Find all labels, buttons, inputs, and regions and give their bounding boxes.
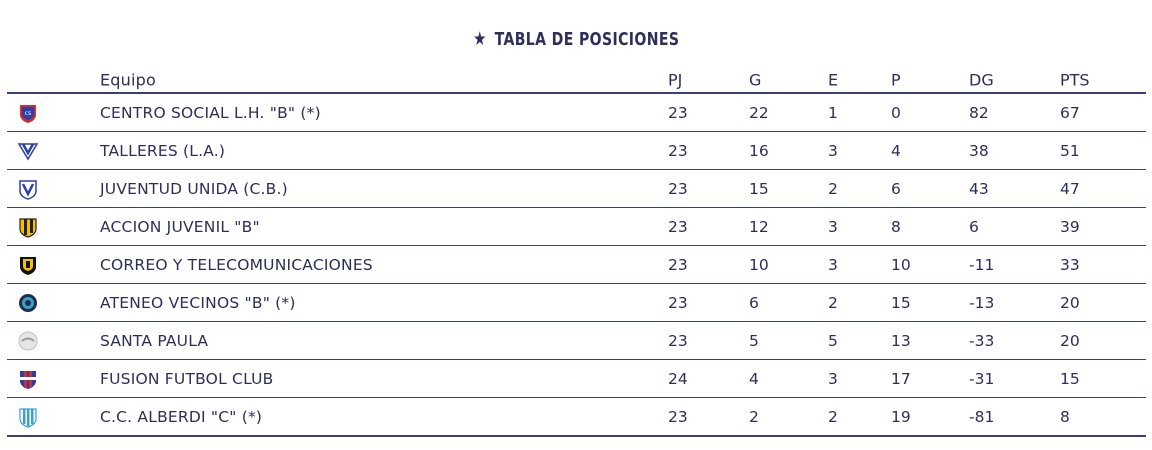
goal-difference: -13 bbox=[969, 293, 995, 312]
drawn: 3 bbox=[828, 217, 838, 236]
team-name: ACCION JUVENIL "B" bbox=[100, 217, 260, 236]
table-row[interactable]: C.C. ALBERDI "C" (*) 23 2 2 19 -81 8 bbox=[7, 398, 1146, 437]
table-row[interactable]: FUSION FUTBOL CLUB 24 4 3 17 -31 15 bbox=[7, 360, 1146, 398]
won: 5 bbox=[749, 331, 759, 350]
column-header-e: E bbox=[828, 70, 839, 90]
played: 23 bbox=[668, 331, 688, 350]
played: 23 bbox=[668, 103, 688, 122]
column-header-dg: DG bbox=[969, 70, 994, 90]
played: 23 bbox=[668, 179, 688, 198]
won: 16 bbox=[749, 141, 769, 160]
played: 23 bbox=[668, 293, 688, 312]
points: 20 bbox=[1060, 331, 1080, 350]
team-name: TALLERES (L.A.) bbox=[100, 141, 226, 160]
lost: 13 bbox=[891, 331, 911, 350]
lost: 6 bbox=[891, 179, 901, 198]
points: 67 bbox=[1060, 103, 1080, 122]
column-header-pj: PJ bbox=[668, 70, 683, 90]
alberdi-crest-icon bbox=[17, 406, 39, 428]
title-bar: ★ TABLA DE POSICIONES bbox=[0, 28, 1152, 50]
drawn: 1 bbox=[828, 103, 838, 122]
standings-table: Equipo PJ G E P DG PTS cs CENTRO SOCIAL … bbox=[7, 68, 1146, 437]
won: 4 bbox=[749, 369, 759, 388]
won: 12 bbox=[749, 217, 769, 236]
team-name: SANTA PAULA bbox=[100, 331, 209, 350]
lost: 0 bbox=[891, 103, 901, 122]
played: 23 bbox=[668, 255, 688, 274]
points: 51 bbox=[1060, 141, 1080, 160]
goal-difference: 82 bbox=[969, 103, 989, 122]
lost: 17 bbox=[891, 369, 911, 388]
drawn: 2 bbox=[828, 407, 838, 426]
drawn: 3 bbox=[828, 369, 838, 388]
juventud-unida-crest-icon bbox=[17, 178, 39, 200]
team-name: CORREO Y TELECOMUNICACIONES bbox=[100, 255, 373, 274]
team-name: C.C. ALBERDI "C" (*) bbox=[100, 407, 263, 426]
table-row[interactable]: ATENEO VECINOS "B" (*) 23 6 2 15 -13 20 bbox=[7, 284, 1146, 322]
team-name: CENTRO SOCIAL L.H. "B" (*) bbox=[100, 103, 321, 122]
table-row[interactable]: CORREO Y TELECOMUNICACIONES 23 10 3 10 -… bbox=[7, 246, 1146, 284]
table-row[interactable]: TALLERES (L.A.) 23 16 3 4 38 51 bbox=[7, 132, 1146, 170]
team-name: FUSION FUTBOL CLUB bbox=[100, 369, 274, 388]
played: 23 bbox=[668, 407, 688, 426]
page-title-text: TABLA DE POSICIONES bbox=[494, 28, 680, 50]
points: 39 bbox=[1060, 217, 1080, 236]
points: 15 bbox=[1060, 369, 1080, 388]
goal-difference: -11 bbox=[969, 255, 995, 274]
santa-paula-crest-icon bbox=[17, 330, 39, 352]
centro-social-crest-icon: cs bbox=[17, 102, 39, 124]
won: 10 bbox=[749, 255, 769, 274]
drawn: 2 bbox=[828, 179, 838, 198]
column-header-pts: PTS bbox=[1060, 70, 1090, 90]
goal-difference: -81 bbox=[969, 407, 995, 426]
points: 8 bbox=[1060, 407, 1070, 426]
points: 47 bbox=[1060, 179, 1080, 198]
table-row[interactable]: ACCION JUVENIL "B" 23 12 3 8 6 39 bbox=[7, 208, 1146, 246]
goal-difference: 6 bbox=[969, 217, 979, 236]
column-header-team: Equipo bbox=[100, 70, 156, 90]
drawn: 3 bbox=[828, 141, 838, 160]
goal-difference: -31 bbox=[969, 369, 995, 388]
table-row[interactable]: JUVENTUD UNIDA (C.B.) 23 15 2 6 43 47 bbox=[7, 170, 1146, 208]
goal-difference: -33 bbox=[969, 331, 995, 350]
played: 23 bbox=[668, 217, 688, 236]
table-row[interactable]: cs CENTRO SOCIAL L.H. "B" (*) 23 22 1 0 … bbox=[7, 94, 1146, 132]
ateneo-crest-icon bbox=[17, 292, 39, 314]
column-header-g: G bbox=[749, 70, 762, 90]
goal-difference: 43 bbox=[969, 179, 989, 198]
fusion-crest-icon bbox=[17, 368, 39, 390]
won: 15 bbox=[749, 179, 769, 198]
column-header-p: P bbox=[891, 70, 901, 90]
points: 20 bbox=[1060, 293, 1080, 312]
played: 23 bbox=[668, 141, 688, 160]
drawn: 2 bbox=[828, 293, 838, 312]
accion-juvenil-crest-icon bbox=[17, 216, 39, 238]
page-title: ★ TABLA DE POSICIONES bbox=[473, 28, 679, 50]
correo-crest-icon bbox=[17, 254, 39, 276]
goal-difference: 38 bbox=[969, 141, 989, 160]
lost: 10 bbox=[891, 255, 911, 274]
won: 22 bbox=[749, 103, 769, 122]
lost: 4 bbox=[891, 141, 901, 160]
lost: 8 bbox=[891, 217, 901, 236]
star-icon: ★ bbox=[472, 28, 487, 50]
lost: 19 bbox=[891, 407, 911, 426]
drawn: 5 bbox=[828, 331, 838, 350]
played: 24 bbox=[668, 369, 688, 388]
points: 33 bbox=[1060, 255, 1080, 274]
won: 2 bbox=[749, 407, 759, 426]
talleres-crest-icon bbox=[17, 140, 39, 162]
drawn: 3 bbox=[828, 255, 838, 274]
table-row[interactable]: SANTA PAULA 23 5 5 13 -33 20 bbox=[7, 322, 1146, 360]
lost: 15 bbox=[891, 293, 911, 312]
table-header: Equipo PJ G E P DG PTS bbox=[7, 68, 1146, 94]
team-name: JUVENTUD UNIDA (C.B.) bbox=[100, 179, 288, 198]
svg-text:cs: cs bbox=[25, 110, 31, 117]
team-name: ATENEO VECINOS "B" (*) bbox=[100, 293, 296, 312]
won: 6 bbox=[749, 293, 759, 312]
